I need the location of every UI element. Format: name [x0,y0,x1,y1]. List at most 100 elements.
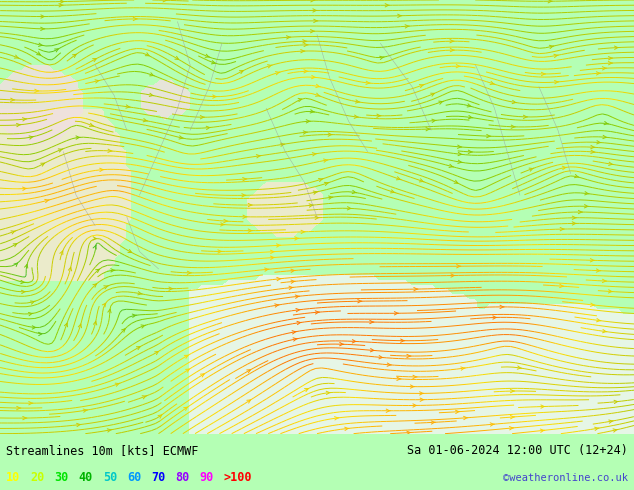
FancyArrowPatch shape [396,177,401,180]
FancyArrowPatch shape [591,150,595,153]
FancyArrowPatch shape [93,284,96,287]
FancyArrowPatch shape [335,416,339,420]
FancyArrowPatch shape [397,377,401,380]
FancyArrowPatch shape [540,429,545,432]
FancyArrowPatch shape [175,56,179,59]
FancyArrowPatch shape [41,163,44,166]
FancyArrowPatch shape [511,125,515,128]
FancyArrowPatch shape [93,59,96,62]
FancyArrowPatch shape [574,174,579,178]
FancyArrowPatch shape [614,46,619,49]
Text: Sa 01-06-2024 12:00 UTC (12+24): Sa 01-06-2024 12:00 UTC (12+24) [407,444,628,457]
FancyArrowPatch shape [352,190,356,194]
FancyArrowPatch shape [149,93,154,97]
FancyArrowPatch shape [256,155,261,158]
FancyArrowPatch shape [15,55,19,58]
FancyArrowPatch shape [102,303,106,307]
FancyArrowPatch shape [603,135,607,139]
FancyArrowPatch shape [200,374,204,377]
FancyArrowPatch shape [311,29,314,33]
FancyArrowPatch shape [95,80,100,83]
FancyArrowPatch shape [39,43,43,47]
FancyArrowPatch shape [548,0,552,3]
FancyArrowPatch shape [431,421,436,424]
FancyArrowPatch shape [309,204,313,207]
FancyArrowPatch shape [30,301,35,304]
FancyArrowPatch shape [78,324,82,328]
FancyArrowPatch shape [23,187,27,191]
FancyArrowPatch shape [23,416,27,420]
FancyArrowPatch shape [295,295,300,298]
FancyArrowPatch shape [289,286,294,290]
FancyArrowPatch shape [314,19,318,23]
FancyArrowPatch shape [205,54,210,57]
FancyArrowPatch shape [268,65,272,68]
FancyArrowPatch shape [45,199,49,203]
FancyArrowPatch shape [59,3,63,7]
FancyArrowPatch shape [379,356,383,359]
FancyArrowPatch shape [93,321,97,325]
FancyArrowPatch shape [277,277,281,281]
FancyArrowPatch shape [313,191,318,194]
FancyArrowPatch shape [93,245,96,249]
FancyArrowPatch shape [377,114,381,118]
FancyArrowPatch shape [107,429,112,432]
FancyArrowPatch shape [32,326,37,329]
Text: 60: 60 [127,471,141,484]
FancyArrowPatch shape [455,410,460,414]
FancyArrowPatch shape [401,339,404,343]
FancyArrowPatch shape [578,210,583,214]
FancyArrowPatch shape [275,304,279,307]
FancyArrowPatch shape [138,292,142,295]
FancyArrowPatch shape [609,162,613,166]
FancyArrowPatch shape [410,385,415,388]
FancyArrowPatch shape [76,136,81,139]
FancyArrowPatch shape [315,311,320,314]
FancyArrowPatch shape [293,338,297,341]
FancyArrowPatch shape [60,251,63,255]
Text: 80: 80 [175,471,189,484]
FancyArrowPatch shape [413,375,417,379]
FancyArrowPatch shape [143,119,148,122]
FancyArrowPatch shape [325,182,329,186]
FancyArrowPatch shape [490,423,495,426]
FancyArrowPatch shape [72,54,76,57]
FancyArrowPatch shape [469,150,472,153]
FancyArrowPatch shape [386,409,391,413]
FancyArrowPatch shape [100,168,104,172]
FancyArrowPatch shape [562,166,567,170]
FancyArrowPatch shape [450,49,455,52]
FancyArrowPatch shape [133,17,138,21]
FancyArrowPatch shape [420,398,424,401]
FancyArrowPatch shape [126,105,131,108]
FancyArrowPatch shape [406,431,411,434]
FancyArrowPatch shape [218,250,222,253]
FancyArrowPatch shape [29,313,33,316]
FancyArrowPatch shape [11,231,16,234]
FancyArrowPatch shape [35,89,39,93]
FancyArrowPatch shape [280,143,285,147]
FancyArrowPatch shape [510,390,515,392]
FancyArrowPatch shape [302,40,307,43]
FancyArrowPatch shape [555,80,559,84]
Text: Streamlines 10m [kts] ECMWF: Streamlines 10m [kts] ECMWF [6,444,198,457]
FancyArrowPatch shape [595,427,599,430]
FancyArrowPatch shape [318,178,323,182]
FancyArrowPatch shape [25,265,28,268]
FancyArrowPatch shape [186,369,190,372]
FancyArrowPatch shape [463,416,468,419]
FancyArrowPatch shape [529,168,534,171]
FancyArrowPatch shape [430,93,434,96]
FancyArrowPatch shape [419,84,424,88]
FancyArrowPatch shape [142,396,147,399]
FancyArrowPatch shape [311,0,315,2]
FancyArrowPatch shape [29,401,33,405]
FancyArrowPatch shape [65,323,67,327]
FancyArrowPatch shape [354,115,359,119]
FancyArrowPatch shape [184,407,188,411]
FancyArrowPatch shape [169,287,173,291]
FancyArrowPatch shape [490,81,495,85]
FancyArrowPatch shape [243,177,247,181]
FancyArrowPatch shape [221,223,225,226]
FancyArrowPatch shape [370,348,375,352]
